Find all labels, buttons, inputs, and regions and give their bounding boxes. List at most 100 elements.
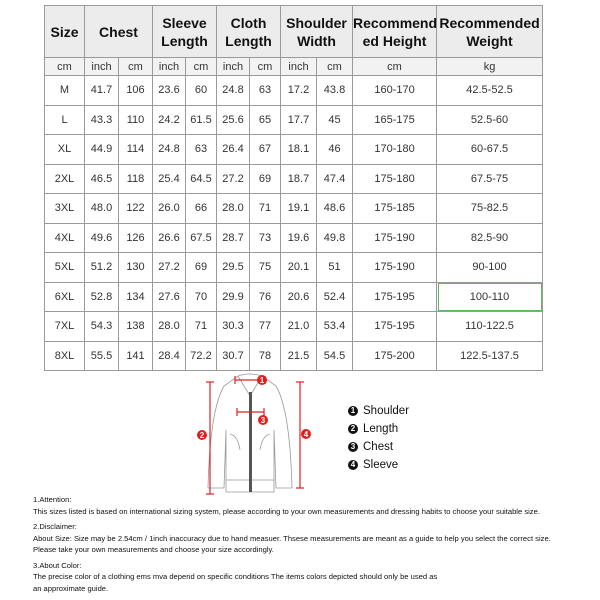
value-cell: 66: [185, 193, 217, 224]
value-cell: 52.5-60: [436, 104, 544, 135]
unit-cell: inch: [152, 57, 186, 76]
note-text: The precise color of a clothing ems mva …: [33, 572, 438, 581]
legend-item-sleeve: 4 Sleeve: [348, 456, 409, 474]
marker-1-label: 1: [260, 376, 265, 385]
value-cell: 20.6: [280, 281, 317, 312]
table-row: M 41.7 106 23.6 60 24.8 63 17.2 43.8 160-170 42.5-…: [44, 75, 544, 106]
note-title: 2.Disclaimer:: [33, 522, 77, 531]
value-cell: 44.9: [84, 134, 119, 165]
value-cell: 175-190: [352, 252, 438, 283]
legend-item-shoulder: 1 Shoulder: [348, 402, 409, 420]
value-cell: 28.7: [216, 222, 250, 253]
header-size: Size: [44, 5, 85, 58]
value-cell: 69: [249, 163, 281, 194]
number-icon: 3: [348, 442, 358, 452]
value-cell: 60: [185, 75, 217, 106]
marker-3: [258, 415, 268, 425]
header-recommended-height: Recommend ed Height: [352, 5, 437, 58]
value-cell: 61.5: [185, 104, 217, 135]
value-cell: 52.4: [315, 281, 354, 312]
marker-3-label: 3: [261, 416, 266, 425]
value-cell: 70: [185, 281, 217, 312]
value-cell: 63: [249, 75, 281, 106]
value-cell: 110: [118, 104, 153, 135]
value-cell: 110-122.5: [436, 311, 544, 342]
measurement-legend: 1 Shoulder 2 Length 3 Chest 4 Sleeve: [348, 402, 409, 474]
header-text: ed Height: [362, 32, 427, 49]
note-text: This sizes listed is based on internatio…: [33, 506, 540, 516]
header-sleeve-length: Sleeve Length: [152, 5, 217, 58]
value-cell: 63: [185, 134, 217, 165]
value-cell: 170-180: [352, 134, 438, 165]
note-color: 3.About Color: The precise color of a clo…: [33, 560, 593, 595]
value-cell: 43.8: [315, 75, 354, 106]
value-cell: 138: [118, 311, 153, 342]
header-recommended-weight: Recommended Weight: [436, 5, 544, 58]
value-cell: 67: [249, 134, 281, 165]
value-cell: 47.4: [315, 163, 354, 194]
value-cell: 52.8: [84, 281, 119, 312]
value-cell: 41.7: [84, 75, 119, 106]
size-cell: XL: [44, 134, 85, 165]
header-text: Chest: [99, 23, 138, 40]
unit-cell: cm: [352, 57, 438, 76]
value-cell: 53.4: [315, 311, 354, 342]
value-cell: 49.8: [315, 222, 354, 253]
units-row: cm inch cm inch cm inch cm inch cm cm kg: [44, 57, 544, 76]
value-cell: 46: [315, 134, 354, 165]
value-cell: 175-195: [352, 311, 438, 342]
value-cell: 18.1: [280, 134, 317, 165]
size-cell: 2XL: [44, 163, 85, 194]
marker-4-label: 4: [304, 430, 309, 439]
value-cell: 175-180: [352, 163, 438, 194]
value-cell: 30.3: [216, 311, 250, 342]
note-text: an approximate guide.: [33, 583, 109, 593]
value-cell: 18.7: [280, 163, 317, 194]
value-cell: 55.5: [84, 340, 119, 371]
size-cell: L: [44, 104, 85, 135]
table-row: 2XL 46.5 118 25.4 64.5 27.2 69 18.7 47.4 175-180 6…: [44, 163, 544, 194]
notes: 1.Attention: This sizes listed is based o…: [33, 494, 593, 598]
value-cell: 28.0: [216, 193, 250, 224]
unit-cell: kg: [436, 57, 544, 76]
unit-cell: cm: [44, 57, 85, 76]
marker-2: [197, 430, 207, 440]
value-cell: 77: [249, 311, 281, 342]
value-cell: 114: [118, 134, 153, 165]
value-cell: 78: [249, 340, 281, 371]
table-row: 3XL 48.0 122 26.0 66 28.0 71 19.1 48.6 175-185 75-…: [44, 193, 544, 224]
value-cell: 73: [249, 222, 281, 253]
value-cell: 49.6: [84, 222, 119, 253]
value-cell: 54.3: [84, 311, 119, 342]
value-cell: 26.0: [152, 193, 186, 224]
table-row: 4XL 49.6 126 26.6 67.5 28.7 73 19.6 49.8 175-190 8…: [44, 222, 544, 253]
value-cell: 28.4: [152, 340, 186, 371]
marker-1: [257, 375, 267, 385]
size-cell: 3XL: [44, 193, 85, 224]
header-row: Size Chest Sleeve Length Cloth Length Shoulder…: [44, 5, 544, 58]
value-cell: 54.5: [315, 340, 354, 371]
value-cell: 17.7: [280, 104, 317, 135]
value-cell: 27.6: [152, 281, 186, 312]
value-cell: 45: [315, 104, 354, 135]
value-cell: 29.5: [216, 252, 250, 283]
value-cell: 25.4: [152, 163, 186, 194]
header-cloth-length: Cloth Length: [216, 5, 281, 58]
value-cell: 17.2: [280, 75, 317, 106]
value-cell: 60-67.5: [436, 134, 544, 165]
value-cell: 21.5: [280, 340, 317, 371]
table-row: 7XL 54.3 138 28.0 71 30.3 77 21.0 53.4 175-195 110…: [44, 311, 544, 342]
number-icon: 4: [348, 460, 358, 470]
unit-cell: cm: [185, 57, 217, 76]
unit-cell: inch: [280, 57, 317, 76]
value-cell: 51: [315, 252, 354, 283]
header-chest: Chest: [84, 5, 153, 58]
value-cell: 72.2: [185, 340, 217, 371]
value-cell: 118: [118, 163, 153, 194]
jacket-diagram: 1 2 3 4: [180, 370, 320, 500]
legend-item-length: 2 Length: [348, 420, 409, 438]
size-cell: 7XL: [44, 311, 85, 342]
header-text: Size: [50, 23, 79, 40]
value-cell: 20.1: [280, 252, 317, 283]
value-cell: 30.7: [216, 340, 250, 371]
